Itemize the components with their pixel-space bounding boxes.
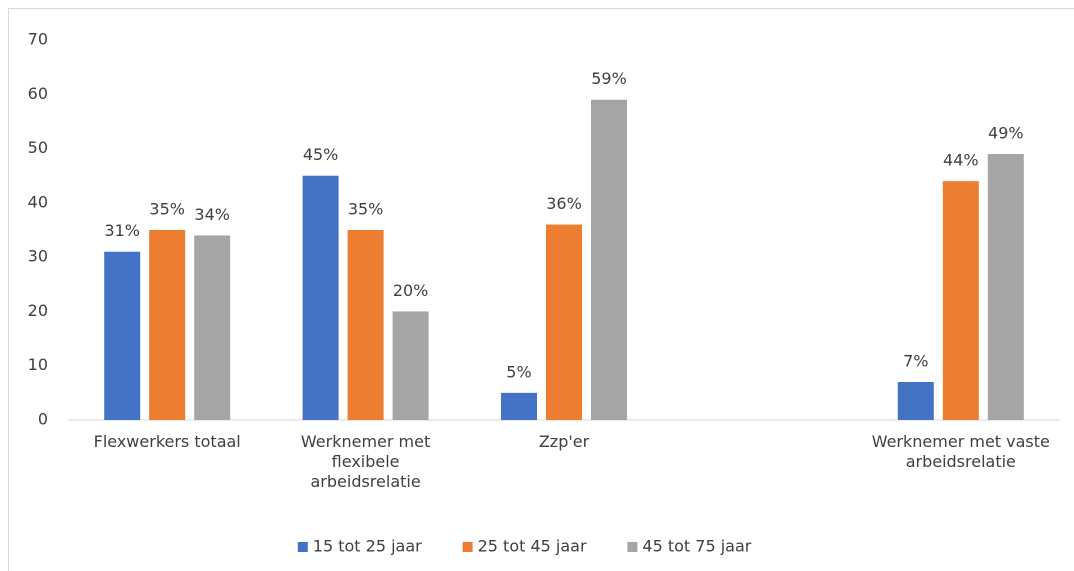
legend-swatch [297, 542, 308, 552]
bar [987, 154, 1024, 420]
bar [104, 251, 141, 420]
y-tick-label: 10 [28, 355, 48, 374]
chart-border [8, 8, 1074, 571]
bar [347, 230, 384, 420]
y-tick-label: 50 [28, 138, 48, 157]
data-label: 49% [988, 124, 1024, 143]
legend-label: 25 tot 45 jaar [478, 537, 587, 556]
y-tick-label: 0 [38, 410, 48, 429]
data-label: 5% [506, 362, 531, 381]
bar [501, 392, 537, 420]
x-tick-label: Werknemer met flexibele arbeidsrelatie [300, 432, 431, 491]
data-label: 34% [194, 205, 230, 224]
data-label: 20% [393, 281, 429, 300]
x-tick-label: Werknemer met vaste arbeidsrelatie [871, 432, 1050, 471]
bar [194, 235, 231, 420]
bar [942, 181, 979, 420]
data-label: 35% [348, 200, 384, 219]
data-label: 45% [303, 145, 339, 164]
bar [546, 224, 582, 420]
data-label: 59% [591, 69, 627, 88]
y-tick-label: 70 [28, 30, 48, 49]
bar [591, 99, 627, 420]
bar [897, 382, 934, 420]
data-label: 31% [104, 221, 140, 240]
data-label: 35% [149, 200, 185, 219]
bar [302, 175, 339, 420]
y-tick-label: 40 [28, 192, 48, 211]
data-label: 7% [903, 352, 928, 371]
y-tick-label: 20 [28, 301, 48, 320]
y-tick-label: 30 [28, 247, 48, 266]
legend-label: 15 tot 25 jaar [313, 537, 422, 556]
legend-swatch [462, 542, 473, 552]
legend-swatch [627, 542, 638, 552]
bar [392, 311, 429, 420]
x-tick-label: Flexwerkers totaal [93, 432, 241, 451]
data-label: 44% [943, 151, 979, 170]
x-tick-label: Zzp'er [538, 432, 590, 451]
legend-label: 45 tot 75 jaar [642, 537, 751, 556]
y-tick-label: 60 [28, 84, 48, 103]
bar [149, 230, 186, 420]
data-label: 36% [546, 194, 582, 213]
